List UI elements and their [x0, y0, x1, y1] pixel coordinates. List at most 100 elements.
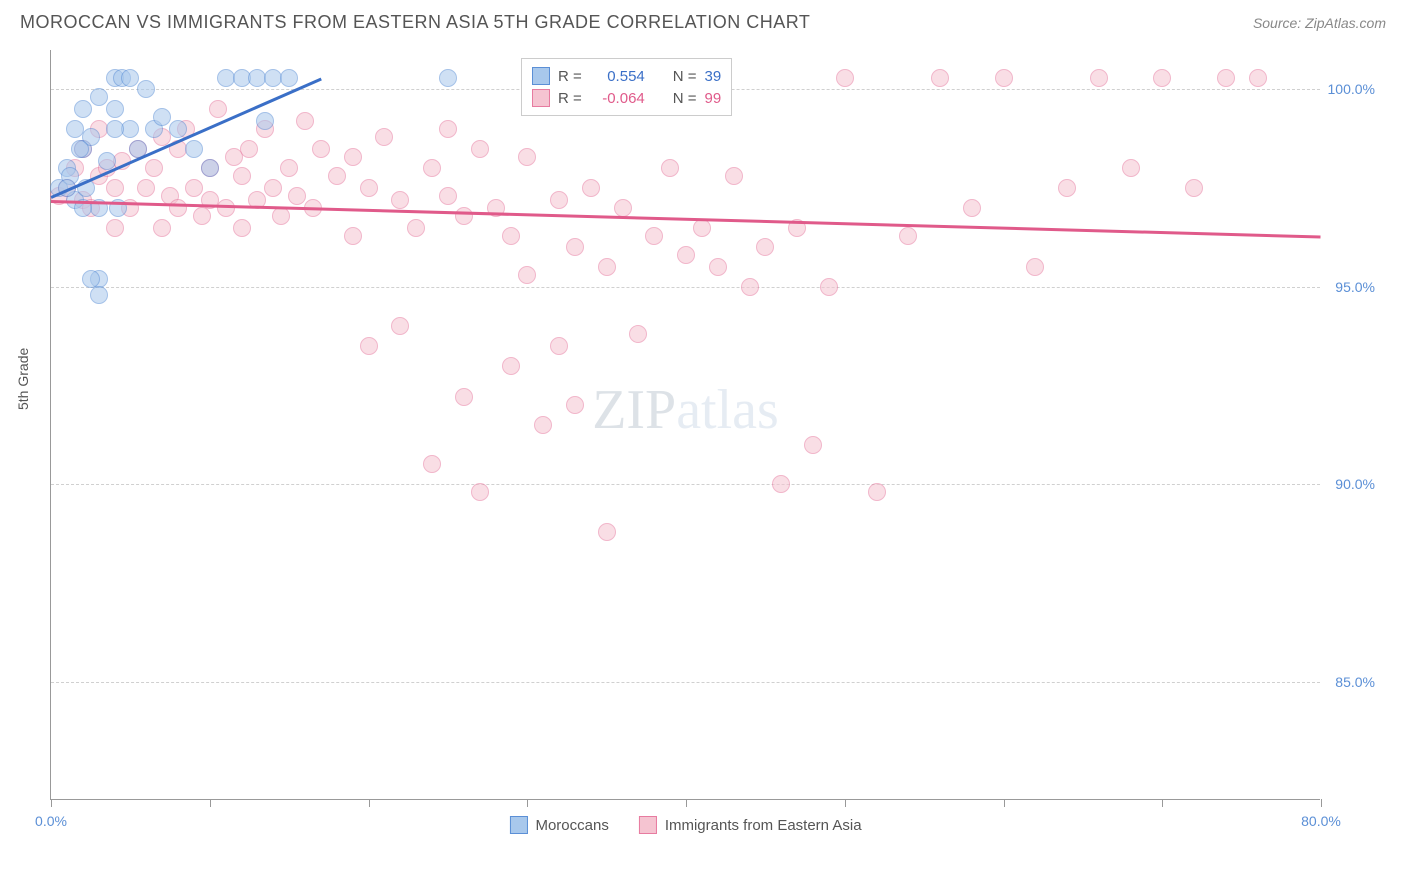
n-value: 99 — [705, 90, 722, 107]
legend-swatch — [532, 67, 550, 85]
plot-area: ZIPatlas 85.0%90.0%95.0%100.0%0.0%80.0%R… — [50, 50, 1320, 800]
scatter-point — [868, 483, 886, 501]
scatter-point — [106, 179, 124, 197]
series-legend: MoroccansImmigrants from Eastern Asia — [509, 816, 861, 834]
scatter-point — [256, 112, 274, 130]
x-tick — [1321, 799, 1322, 807]
scatter-point — [280, 69, 298, 87]
x-tick — [686, 799, 687, 807]
scatter-point — [1026, 258, 1044, 276]
scatter-point — [836, 69, 854, 87]
n-label: N = — [673, 90, 697, 107]
scatter-point — [71, 140, 89, 158]
scatter-point — [201, 159, 219, 177]
scatter-point — [439, 120, 457, 138]
scatter-point — [931, 69, 949, 87]
scatter-point — [995, 69, 1013, 87]
scatter-point — [106, 120, 124, 138]
y-tick-label: 90.0% — [1325, 476, 1375, 492]
scatter-point — [550, 337, 568, 355]
scatter-point — [471, 483, 489, 501]
scatter-point — [741, 278, 759, 296]
scatter-point — [598, 523, 616, 541]
gridline-h — [51, 682, 1320, 683]
legend-row: R =-0.064N =99 — [532, 87, 721, 109]
scatter-point — [280, 159, 298, 177]
scatter-point — [550, 191, 568, 209]
y-tick-label: 95.0% — [1325, 279, 1375, 295]
header: MOROCCAN VS IMMIGRANTS FROM EASTERN ASIA… — [0, 0, 1406, 43]
scatter-point — [614, 199, 632, 217]
scatter-point — [121, 120, 139, 138]
scatter-point — [598, 258, 616, 276]
scatter-point — [264, 179, 282, 197]
scatter-point — [233, 219, 251, 237]
x-tick-label: 80.0% — [1301, 813, 1341, 829]
scatter-point — [677, 246, 695, 264]
scatter-point — [1185, 179, 1203, 197]
scatter-point — [518, 266, 536, 284]
scatter-point — [145, 159, 163, 177]
scatter-point — [344, 148, 362, 166]
scatter-point — [193, 207, 211, 225]
r-label: R = — [558, 68, 582, 85]
scatter-point — [502, 227, 520, 245]
legend-swatch — [639, 816, 657, 834]
scatter-point — [121, 69, 139, 87]
scatter-point — [1217, 69, 1235, 87]
scatter-point — [169, 199, 187, 217]
scatter-point — [1153, 69, 1171, 87]
n-value: 39 — [705, 68, 722, 85]
scatter-point — [240, 140, 258, 158]
scatter-point — [899, 227, 917, 245]
scatter-point — [296, 112, 314, 130]
scatter-point — [502, 357, 520, 375]
scatter-point — [455, 207, 473, 225]
scatter-point — [693, 219, 711, 237]
scatter-point — [804, 436, 822, 454]
chart-container: 5th Grade ZIPatlas 85.0%90.0%95.0%100.0%… — [50, 50, 1370, 830]
scatter-point — [455, 388, 473, 406]
watermark-atlas: atlas — [676, 379, 779, 441]
scatter-point — [439, 187, 457, 205]
x-tick-label: 0.0% — [35, 813, 67, 829]
scatter-point — [185, 140, 203, 158]
scatter-point — [1122, 159, 1140, 177]
scatter-point — [820, 278, 838, 296]
scatter-point — [963, 199, 981, 217]
legend-swatch — [532, 89, 550, 107]
scatter-point — [233, 167, 251, 185]
legend-item: Immigrants from Eastern Asia — [639, 816, 862, 834]
scatter-point — [423, 159, 441, 177]
scatter-point — [312, 140, 330, 158]
scatter-point — [185, 179, 203, 197]
scatter-point — [645, 227, 663, 245]
source-label: Source: ZipAtlas.com — [1253, 15, 1386, 31]
legend-label: Immigrants from Eastern Asia — [665, 817, 862, 834]
scatter-point — [360, 179, 378, 197]
y-axis-label: 5th Grade — [15, 348, 31, 410]
scatter-point — [344, 227, 362, 245]
x-tick — [51, 799, 52, 807]
scatter-point — [209, 100, 227, 118]
scatter-point — [756, 238, 774, 256]
scatter-point — [90, 88, 108, 106]
n-label: N = — [673, 68, 697, 85]
scatter-point — [1249, 69, 1267, 87]
scatter-point — [137, 80, 155, 98]
scatter-point — [534, 416, 552, 434]
scatter-point — [566, 396, 584, 414]
x-tick — [1004, 799, 1005, 807]
x-tick — [1162, 799, 1163, 807]
x-tick — [210, 799, 211, 807]
scatter-point — [137, 179, 155, 197]
scatter-point — [106, 219, 124, 237]
x-tick — [527, 799, 528, 807]
scatter-point — [90, 286, 108, 304]
scatter-point — [375, 128, 393, 146]
scatter-point — [217, 199, 235, 217]
y-tick-label: 85.0% — [1325, 674, 1375, 690]
gridline-h — [51, 287, 1320, 288]
r-label: R = — [558, 90, 582, 107]
scatter-point — [98, 152, 116, 170]
